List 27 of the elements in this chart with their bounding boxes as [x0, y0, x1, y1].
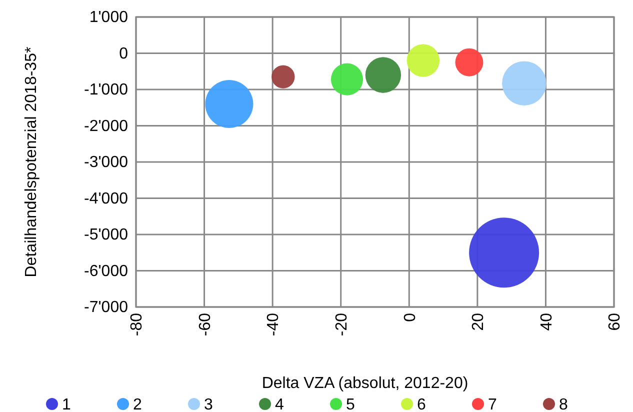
y-tick-label: -1'000: [84, 82, 128, 99]
legend-label: 1: [62, 396, 71, 412]
y-tick-label: 0: [119, 45, 128, 62]
legend-label: 7: [488, 396, 497, 412]
x-tick-label: -80: [128, 312, 146, 336]
x-tick-label: 60: [606, 312, 624, 331]
x-tick-label: 0: [402, 312, 419, 322]
legend-label: 8: [559, 396, 568, 412]
y-axis-title: Detailhandelspotenzial 2018-35*: [23, 46, 40, 278]
y-tick-label: -3'000: [84, 154, 128, 172]
x-axis-title: Delta VZA (absolut, 2012-20): [262, 375, 468, 392]
legend-label: 2: [133, 396, 142, 412]
y-tick-label: -6'000: [84, 262, 128, 280]
y-tick-label: 1'000: [89, 9, 128, 26]
x-tick-label: 40: [538, 312, 556, 331]
legend-label: 5: [346, 396, 355, 412]
y-tick-label: -4'000: [84, 190, 128, 208]
legend-label: 6: [417, 396, 426, 412]
x-tick-label: -20: [333, 312, 350, 336]
y-tick-label: -2'000: [84, 118, 128, 135]
x-tick-label: -60: [196, 312, 214, 336]
x-tick-label: 20: [470, 312, 488, 331]
legend-label: 4: [275, 396, 284, 412]
x-tick-label: -40: [265, 312, 282, 336]
y-tick-label: -7'000: [84, 299, 128, 316]
y-tick-label: -5'000: [84, 226, 128, 244]
legend-label: 3: [204, 396, 213, 412]
